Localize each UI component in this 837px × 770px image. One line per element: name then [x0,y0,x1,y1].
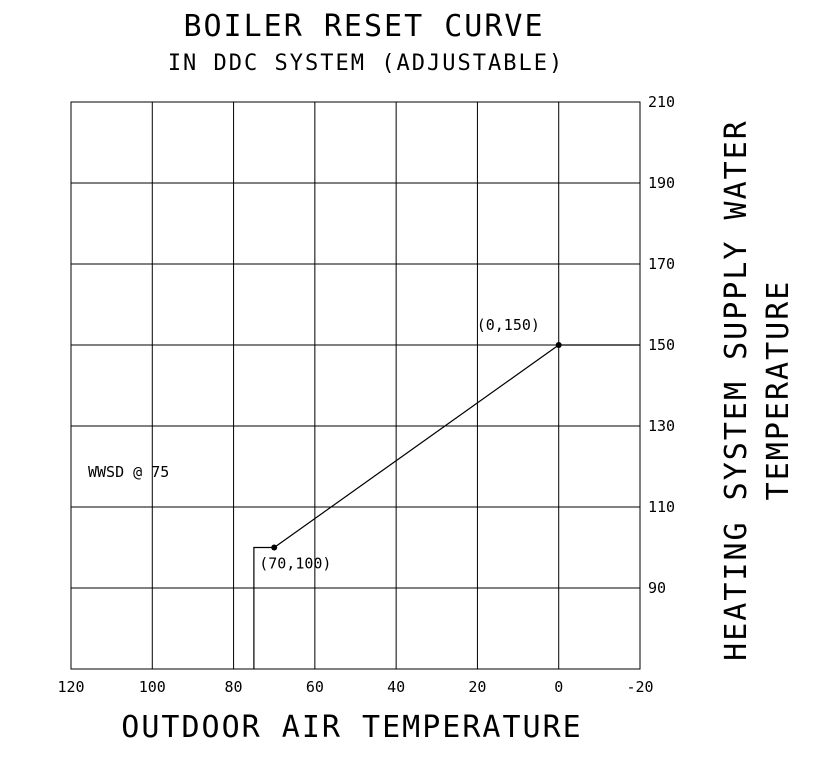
x-tick-label: 100 [139,678,166,696]
y-tick-label: 190 [648,174,675,192]
x-tick-label: 120 [57,678,84,696]
annotation-70-100: (70,100) [259,555,331,573]
x-tick-label: 20 [468,678,486,696]
plot-frame [70,101,641,670]
y-tick-label: 110 [648,498,675,516]
y-axis-label-line-1: HEATING SYSTEM SUPPLY WATER [719,119,754,661]
chart-title: BOILER RESET CURVE [183,9,544,44]
x-tick-label: 60 [306,678,324,696]
annotation-wwsd: WWSD @ 75 [88,463,169,481]
grid [70,101,641,670]
chart-subtitle: IN DDC SYSTEM (ADJUSTABLE) [168,51,564,76]
y-axis-label-line-2: TEMPERATURE [761,280,796,501]
x-tick-label: 80 [225,678,243,696]
curve-point-marker [555,342,562,348]
y-tick-labels: 210 190 170 150 130 110 90 [648,93,675,597]
annotations: (0,150) (70,100) WWSD @ 75 [88,316,540,573]
y-tick-label: 150 [648,336,675,354]
annotation-0-150: (0,150) [477,316,540,334]
y-tick-label: 130 [648,417,675,435]
x-tick-label: 40 [387,678,405,696]
y-tick-label: 170 [648,255,675,273]
reset-curve [253,342,640,669]
x-tick-label: 0 [554,678,563,696]
x-tick-label: -20 [626,678,653,696]
y-tick-label: 90 [648,579,666,597]
x-tick-labels: 120 100 80 60 40 20 0 -20 [57,678,653,696]
y-tick-label: 210 [648,93,675,111]
curve-point-marker [271,544,278,551]
x-axis-label: OUTDOOR AIR TEMPERATURE [121,710,582,745]
